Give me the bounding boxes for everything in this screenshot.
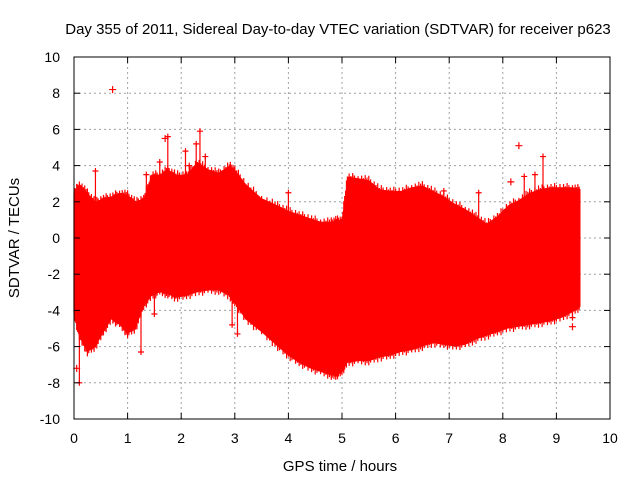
y-tick-label: -6 xyxy=(48,339,61,355)
data-points xyxy=(73,86,581,386)
y-tick-label: 4 xyxy=(52,158,60,174)
sdtvar-spike-marker xyxy=(475,189,482,196)
sdtvar-spike-marker xyxy=(569,314,576,321)
sdtvar-spike-marker xyxy=(196,128,203,135)
x-tick-label: 6 xyxy=(392,430,400,446)
x-tick-label: 10 xyxy=(602,430,618,446)
x-tick-label: 7 xyxy=(445,430,453,446)
y-tick-label: 10 xyxy=(44,49,60,65)
y-tick-label: 0 xyxy=(52,230,60,246)
x-tick-label: 9 xyxy=(553,430,561,446)
sdtvar-spike-marker xyxy=(440,187,447,194)
chart-title: Day 355 of 2011, Sidereal Day-to-day VTE… xyxy=(65,21,611,38)
y-tick-label: -2 xyxy=(48,266,61,282)
sdtvar-spike-marker xyxy=(531,171,538,178)
sdtvar-outlier-point xyxy=(507,178,515,186)
y-tick-label: -4 xyxy=(48,302,61,318)
sdtvar-spike-marker xyxy=(138,349,144,356)
sdtvar-outlier-point xyxy=(161,134,169,142)
sdtvar-spike-marker xyxy=(521,173,528,180)
x-tick-label: 1 xyxy=(124,430,132,446)
y-tick-label: 6 xyxy=(52,121,60,137)
sdtvar-spike-marker xyxy=(349,175,356,182)
sdtvar-spike-marker xyxy=(234,330,241,337)
sdtvar-outlier-point xyxy=(109,86,117,94)
x-tick-label: 0 xyxy=(70,430,78,446)
x-tick-label: 8 xyxy=(499,430,507,446)
sdtvar-spike-marker xyxy=(186,162,193,169)
y-tick-label: 2 xyxy=(52,194,60,210)
x-tick-label: 4 xyxy=(285,430,293,446)
x-tick-label: 3 xyxy=(231,430,239,446)
y-axis-label: SDTVAR / TECUs xyxy=(6,178,23,298)
sdtvar-spike-marker xyxy=(92,168,99,175)
sdtvar-outlier-point xyxy=(568,323,576,331)
x-tick-label: 5 xyxy=(338,430,346,446)
sdtvar-outlier-point xyxy=(515,142,523,150)
x-axis-label: GPS time / hours xyxy=(283,458,397,475)
sdtvar-spike-marker xyxy=(572,189,579,196)
sdtvar-spike-marker xyxy=(151,311,158,318)
sdtvar-spike-marker xyxy=(182,148,189,155)
sdtvar-spike-marker xyxy=(143,171,150,178)
sdtvar-spike-marker xyxy=(540,153,546,160)
y-tick-label: 8 xyxy=(52,85,60,101)
y-tick-label: -10 xyxy=(40,411,60,427)
sdtvar-spike-marker xyxy=(202,153,209,160)
axis-ticks: 0 1 2 3 4 5 6 7 8 9 10 -10 -8 -6 -4 -2 0 2 4 6 8 10 xyxy=(40,49,618,446)
sdtvar-spike-marker xyxy=(193,140,200,147)
y-tick-label: -8 xyxy=(48,375,61,391)
sdtvar-spike-marker xyxy=(229,321,236,328)
sdtvar-spike-marker xyxy=(156,158,163,165)
x-tick-label: 2 xyxy=(177,430,185,446)
sdtvar-spike-marker xyxy=(285,189,292,196)
